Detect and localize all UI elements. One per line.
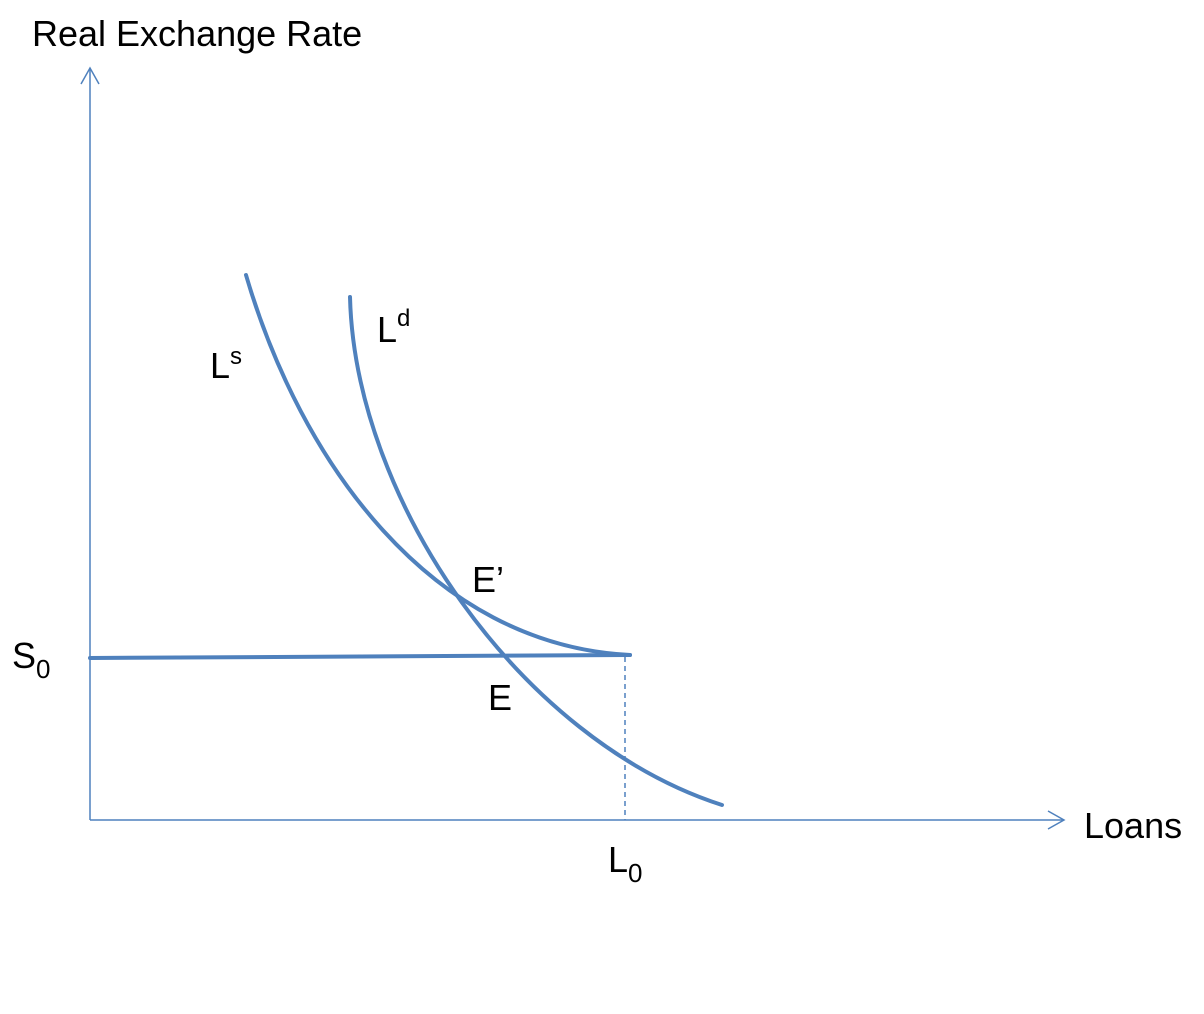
supply-curve xyxy=(244,273,632,657)
s0-label-sub: 0 xyxy=(36,654,50,684)
demand-curve-label: Ld xyxy=(377,305,410,350)
l0-label-base: L xyxy=(608,839,628,880)
demand-curve-label-sup: d xyxy=(397,305,410,332)
s0-label: S0 xyxy=(12,635,50,684)
x-axis-label: Loans xyxy=(1084,805,1182,846)
point-e-label: E xyxy=(488,677,512,718)
supply-curve-label-sup: s xyxy=(230,343,242,370)
y-axis-arrowhead xyxy=(80,66,100,85)
l0-label-sub: 0 xyxy=(628,858,642,888)
l0-label: L0 xyxy=(608,839,643,888)
y-axis-label: Real Exchange Rate xyxy=(32,13,362,54)
x-axis-arrowhead xyxy=(1047,810,1066,830)
demand-curve-label-base: L xyxy=(377,309,397,350)
point-e-prime-label: E’ xyxy=(472,559,504,600)
s0-horizontal-line xyxy=(88,653,632,660)
s0-label-base: S xyxy=(12,635,36,676)
supply-curve-label-base: L xyxy=(210,345,230,386)
supply-curve-label: Ls xyxy=(210,343,242,386)
demand-curve xyxy=(348,295,724,807)
